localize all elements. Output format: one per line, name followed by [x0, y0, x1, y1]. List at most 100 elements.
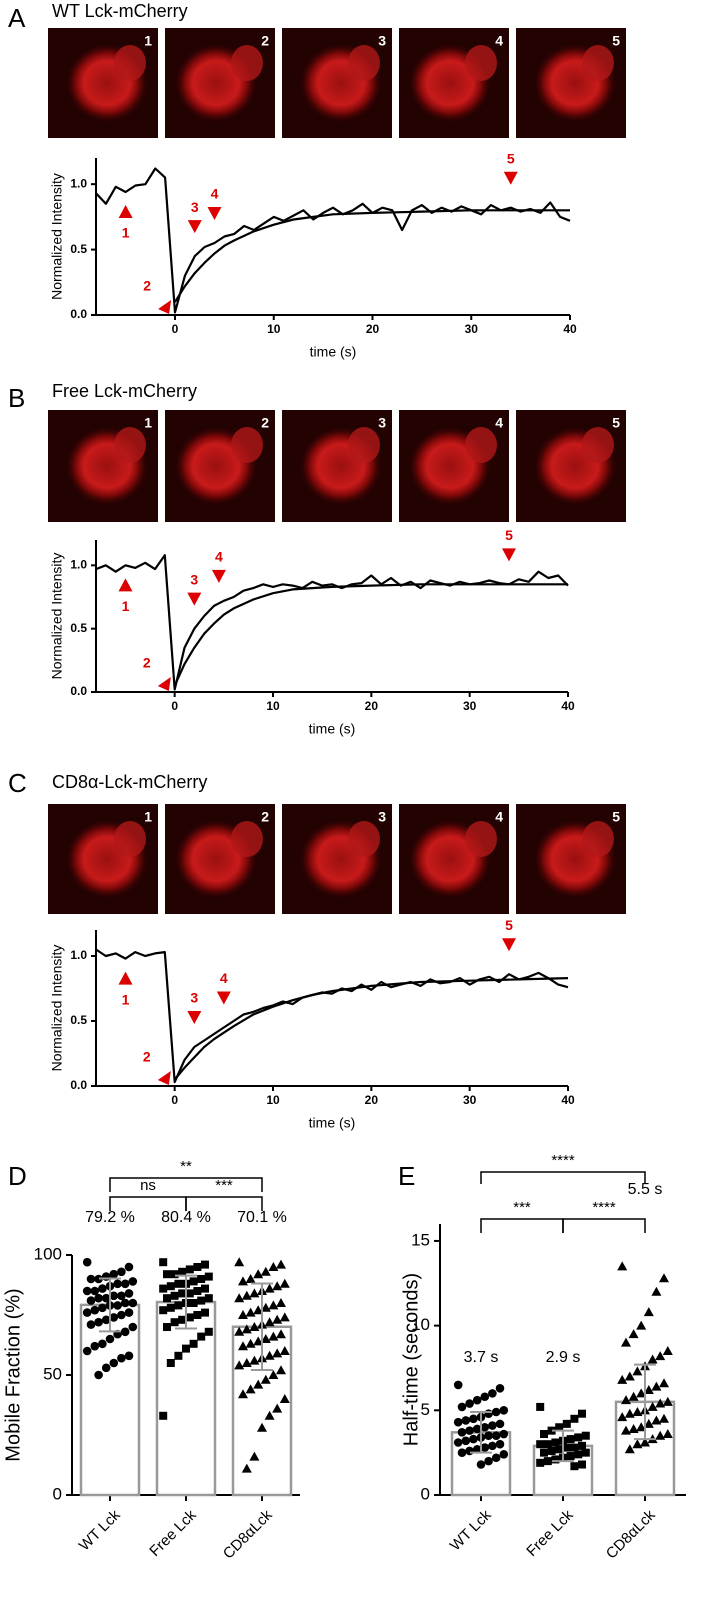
- data-point: [624, 1444, 635, 1454]
- cell-image: [465, 45, 497, 81]
- data-point: [90, 1305, 100, 1315]
- data-point: [465, 1426, 474, 1435]
- annotation-arrow: [187, 1011, 202, 1024]
- y-axis-label: Mobile Fraction (%): [2, 1288, 24, 1461]
- y-tick-label: 0.0: [70, 684, 87, 698]
- data-point: [117, 1310, 126, 1320]
- x-tick-label: 30: [465, 322, 479, 336]
- data-point: [82, 1257, 92, 1267]
- frame-label: 3: [378, 415, 386, 431]
- data-point: [249, 1322, 260, 1331]
- cell-image: [348, 821, 380, 857]
- frame-label: 2: [261, 33, 269, 49]
- data-point: [166, 1303, 175, 1312]
- x-axis-label: time (s): [309, 721, 356, 737]
- data-point: [159, 1306, 168, 1315]
- data-point: [238, 1389, 248, 1399]
- data-point: [238, 1310, 248, 1319]
- annotation-label: 5: [505, 527, 513, 543]
- data-point: [245, 1307, 256, 1317]
- data-point: [279, 1312, 290, 1322]
- data-point: [540, 1448, 548, 1457]
- frame-label: 3: [378, 809, 386, 825]
- data-point: [185, 1313, 194, 1322]
- data-point: [124, 1308, 134, 1317]
- y-axis-label: Half-time (seconds): [400, 1273, 422, 1446]
- data-point: [480, 1443, 490, 1452]
- data-point: [234, 1293, 245, 1303]
- panel-letter: D: [8, 1161, 27, 1191]
- data-point: [189, 1339, 198, 1348]
- data-point: [628, 1391, 639, 1401]
- data-point: [617, 1261, 628, 1271]
- x-tick-label: 40: [561, 699, 575, 713]
- data-point: [166, 1282, 175, 1291]
- frame-label: 2: [261, 415, 269, 431]
- data-point: [662, 1396, 673, 1406]
- y-axis-label: Normalized Intensity: [49, 173, 65, 300]
- cell-image: [348, 427, 380, 463]
- data-point: [245, 1338, 256, 1348]
- data-point: [655, 1351, 666, 1361]
- data-point: [257, 1422, 267, 1432]
- data-point: [279, 1394, 290, 1403]
- annotation-arrow: [187, 592, 202, 606]
- data-point: [245, 1384, 256, 1394]
- data-point: [491, 1407, 501, 1417]
- significance-label: ****: [551, 1152, 575, 1169]
- data-point: [113, 1279, 122, 1289]
- data-point: [547, 1426, 556, 1435]
- data-point: [174, 1351, 183, 1360]
- data-point: [117, 1267, 126, 1277]
- data-point: [264, 1283, 275, 1293]
- annotation-label: 2: [143, 278, 151, 294]
- data-point: [253, 1336, 264, 1346]
- x-tick-label: 20: [366, 322, 380, 336]
- data-point: [120, 1298, 130, 1308]
- data-point: [193, 1311, 202, 1319]
- data-point: [484, 1431, 493, 1441]
- data-line: [95, 554, 569, 691]
- data-point: [636, 1388, 647, 1398]
- data-point: [241, 1463, 252, 1473]
- data-point: [574, 1450, 583, 1459]
- data-point: [555, 1445, 564, 1454]
- data-point: [94, 1274, 103, 1284]
- x-tick-label: CD8αLck: [603, 1506, 659, 1562]
- data-point: [551, 1455, 560, 1464]
- data-point: [170, 1270, 179, 1279]
- data-point: [651, 1381, 662, 1391]
- data-point: [624, 1408, 635, 1418]
- data-point: [249, 1288, 260, 1298]
- significance-label: ****: [592, 1199, 616, 1216]
- annotation-label: 3: [190, 571, 198, 587]
- data-point: [86, 1296, 96, 1305]
- data-point: [174, 1301, 183, 1310]
- x-tick-label: 10: [267, 322, 281, 336]
- bar: [79, 1303, 141, 1497]
- data-point: [117, 1291, 126, 1301]
- data-point: [101, 1363, 111, 1373]
- data-point: [98, 1284, 107, 1293]
- data-point: [204, 1327, 213, 1336]
- data-point: [268, 1300, 279, 1310]
- annotation-label: 5: [507, 150, 515, 166]
- data-point: [628, 1329, 639, 1339]
- data-point: [543, 1457, 552, 1466]
- data-point: [90, 1286, 100, 1296]
- data-point: [279, 1346, 290, 1355]
- significance-label: ***: [513, 1199, 531, 1216]
- x-tick-label: 30: [463, 699, 477, 713]
- data-point: [276, 1329, 286, 1339]
- data-point: [264, 1410, 275, 1420]
- data-point: [185, 1289, 194, 1298]
- frame-label: 1: [144, 809, 152, 825]
- annotation-arrow: [158, 300, 172, 314]
- y-tick-label: 1.0: [70, 948, 87, 962]
- annotation-arrow: [157, 1071, 171, 1085]
- cell-image: [114, 45, 146, 81]
- data-point: [170, 1318, 179, 1327]
- data-point: [234, 1326, 245, 1336]
- data-point: [624, 1371, 635, 1381]
- data-point: [636, 1320, 647, 1330]
